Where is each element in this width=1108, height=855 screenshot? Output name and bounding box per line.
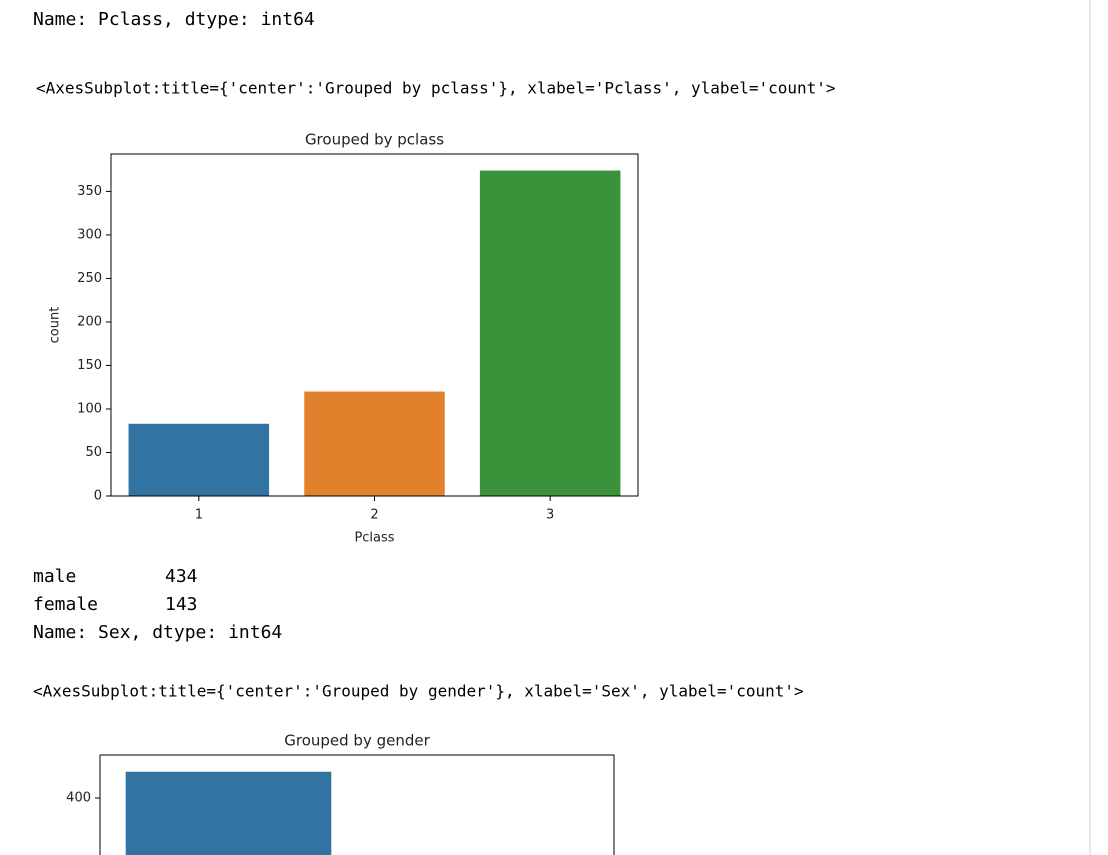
y-tick-label: 300 xyxy=(77,227,102,242)
y-axis-label: count xyxy=(48,307,63,344)
count-label: female xyxy=(33,594,98,615)
count-label: male xyxy=(33,566,76,587)
chart-title: Grouped by pclass xyxy=(305,131,444,149)
y-tick-label: 0 xyxy=(94,489,102,504)
count-value: 143 xyxy=(165,594,198,615)
bar xyxy=(125,771,332,855)
y-tick-label: 200 xyxy=(77,314,102,329)
chart: Grouped by gendermalefemale400 xyxy=(66,732,615,855)
y-tick-label: 100 xyxy=(77,401,102,416)
y-tick-label: 400 xyxy=(66,791,91,806)
y-tick-label: 150 xyxy=(77,358,102,373)
y-tick-label: 250 xyxy=(77,271,102,286)
output-line: Name: Sex, dtype: int64 xyxy=(33,622,282,643)
chart-title: Grouped by gender xyxy=(284,732,430,750)
axes-frame xyxy=(99,754,615,855)
x-tick-label: 3 xyxy=(546,508,554,523)
x-tick-label: 2 xyxy=(370,508,378,523)
x-tick-label: 1 xyxy=(195,508,203,523)
bar xyxy=(128,423,270,496)
axes-repr: <AxesSubplot:title={'center':'Grouped by… xyxy=(33,682,804,701)
bar xyxy=(479,170,621,496)
count-value: 434 xyxy=(165,566,198,587)
y-tick-label: 50 xyxy=(85,445,102,460)
output-line: Name: Pclass, dtype: int64 xyxy=(33,9,315,30)
chart: Grouped by pclass 1 2 3 0 50 100 150 200 250 300 35… xyxy=(48,131,639,546)
axes-frame xyxy=(110,153,639,497)
y-tick-label: 350 xyxy=(77,184,102,199)
bar xyxy=(304,391,445,496)
x-axis-label: Pclass xyxy=(354,531,394,546)
axes-repr: <AxesSubplot:title={'center':'Grouped by… xyxy=(36,79,836,98)
